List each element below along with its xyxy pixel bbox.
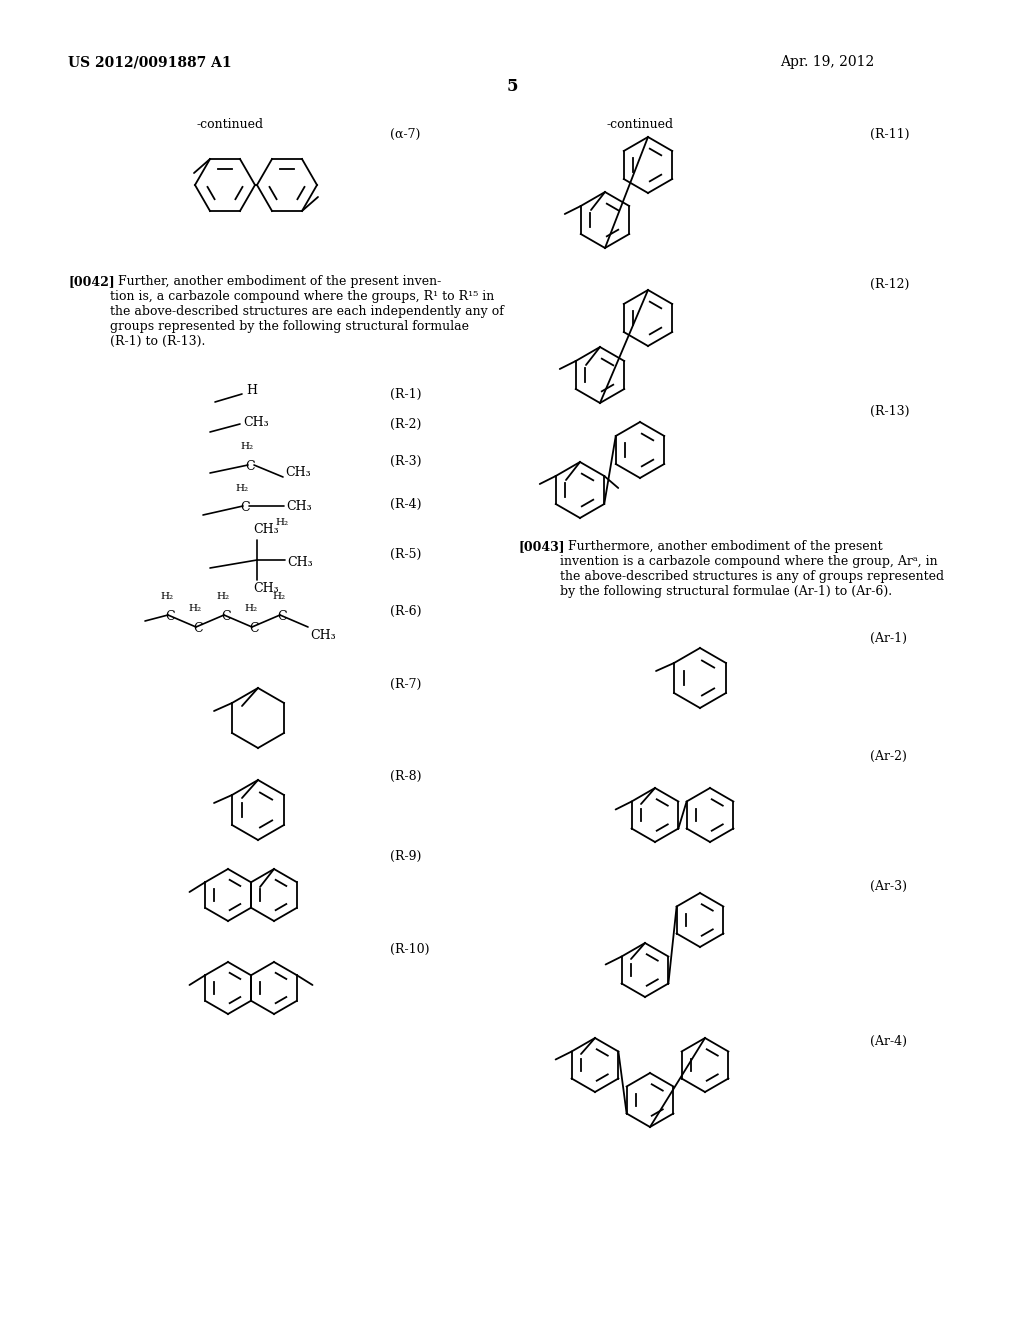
Text: C: C <box>278 610 287 623</box>
Text: (Ar-3): (Ar-3) <box>870 880 907 894</box>
Text: (R-3): (R-3) <box>390 455 422 469</box>
Text: -continued: -continued <box>606 117 674 131</box>
Text: (R-9): (R-9) <box>390 850 421 863</box>
Text: C: C <box>245 459 255 473</box>
Text: H: H <box>246 384 257 396</box>
Text: C: C <box>240 502 250 513</box>
Text: US 2012/0091887 A1: US 2012/0091887 A1 <box>68 55 231 69</box>
Text: C: C <box>221 610 230 623</box>
Text: [0042]: [0042] <box>68 275 115 288</box>
Text: H₂: H₂ <box>272 591 285 601</box>
Text: Apr. 19, 2012: Apr. 19, 2012 <box>780 55 874 69</box>
Text: (R-7): (R-7) <box>390 678 421 690</box>
Text: (R-13): (R-13) <box>870 405 909 418</box>
Text: (R-4): (R-4) <box>390 498 422 511</box>
Text: H₂: H₂ <box>160 591 173 601</box>
Text: (Ar-1): (Ar-1) <box>870 632 907 645</box>
Text: H₂: H₂ <box>244 605 257 612</box>
Text: CH₃: CH₃ <box>253 582 279 595</box>
Text: (R-6): (R-6) <box>390 605 422 618</box>
Text: CH₃: CH₃ <box>243 416 268 429</box>
Text: Furthermore, another embodiment of the present
invention is a carbazole compound: Furthermore, another embodiment of the p… <box>560 540 944 598</box>
Text: C: C <box>165 610 175 623</box>
Text: 5: 5 <box>506 78 518 95</box>
Text: C: C <box>249 622 259 635</box>
Text: C: C <box>193 622 203 635</box>
Text: CH₃: CH₃ <box>253 523 279 536</box>
Text: (R-2): (R-2) <box>390 418 421 432</box>
Text: H₂: H₂ <box>188 605 201 612</box>
Text: (α-7): (α-7) <box>390 128 421 141</box>
Text: [0043]: [0043] <box>518 540 564 553</box>
Text: (R-8): (R-8) <box>390 770 422 783</box>
Text: (R-10): (R-10) <box>390 942 429 956</box>
Text: CH₃: CH₃ <box>285 466 310 479</box>
Text: (R-12): (R-12) <box>870 279 909 290</box>
Text: (R-11): (R-11) <box>870 128 909 141</box>
Text: (R-1): (R-1) <box>390 388 422 401</box>
Text: (Ar-2): (Ar-2) <box>870 750 907 763</box>
Text: H₂: H₂ <box>234 484 248 492</box>
Text: CH₃: CH₃ <box>287 556 312 569</box>
Text: H₂: H₂ <box>275 517 288 527</box>
Text: -continued: -continued <box>197 117 263 131</box>
Text: CH₃: CH₃ <box>286 499 311 512</box>
Text: Further, another embodiment of the present inven-
tion is, a carbazole compound : Further, another embodiment of the prese… <box>110 275 504 348</box>
Text: (Ar-4): (Ar-4) <box>870 1035 907 1048</box>
Text: H₂: H₂ <box>240 442 253 451</box>
Text: H₂: H₂ <box>216 591 229 601</box>
Text: (R-5): (R-5) <box>390 548 421 561</box>
Text: CH₃: CH₃ <box>310 630 336 642</box>
